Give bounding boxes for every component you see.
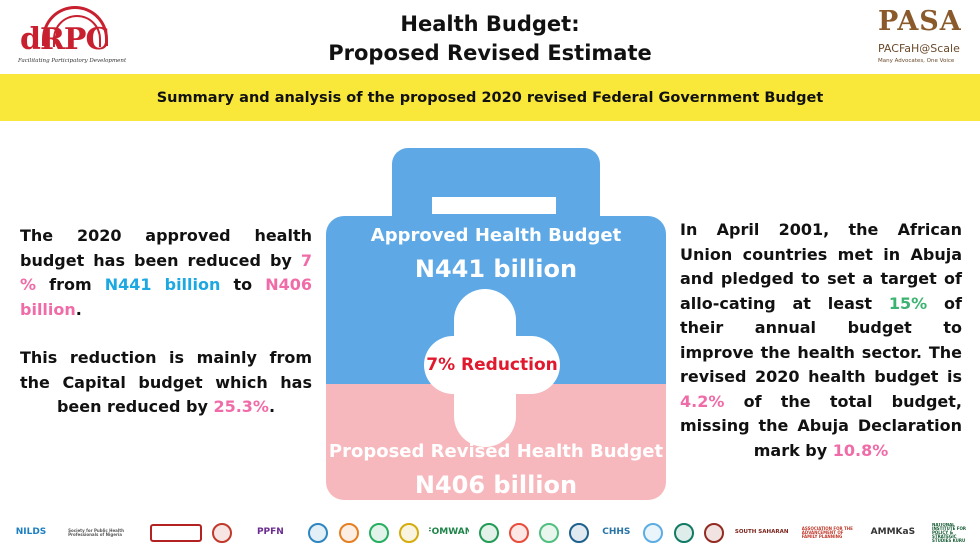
partner-logo-icon: [212, 523, 233, 543]
partner-logo-icon: NATIONAL INSTITUTE FOR POLICY & STRATEGI…: [931, 523, 966, 543]
capital-paragraph: This reduction is mainly from the Capita…: [20, 348, 312, 416]
abuja-paragraph: In April 2001, the African Union countri…: [680, 220, 962, 460]
partner-logo-icon: PPFN: [256, 527, 284, 538]
partner-logo-icon: [150, 524, 203, 542]
partner-logo-icon: [478, 523, 499, 543]
proposed-budget-amount: N406 billion: [414, 471, 578, 499]
proposed-budget-label: Proposed Revised Health Budget: [328, 441, 664, 462]
partner-logo-icon: NILDS: [15, 527, 47, 538]
partner-logo-icon: [338, 523, 359, 543]
pasa-logo: PASA PACFaH@Scale Many Advocates, One Vo…: [864, 6, 972, 72]
partner-logo-icon: CHHS: [602, 527, 631, 538]
partner-logo-icon: [703, 523, 724, 543]
partner-logo-icon: [368, 523, 389, 543]
drpc-logo: dRPC Facilitating Participatory Developm…: [14, 4, 127, 70]
left-summary: The 2020 approved health budget has been…: [20, 224, 312, 420]
pasa-logo-text: PASA: [878, 6, 962, 37]
pasa-logo-motto: Many Advocates, One Voice: [878, 58, 955, 64]
approved-amount-inline: N441 billion: [104, 275, 221, 294]
proposed-amount-inline: N406 billion: [20, 275, 313, 319]
drpc-logo-text: dRPC: [20, 22, 109, 57]
partner-logo-icon: [398, 523, 419, 543]
partner-logo-icon: [539, 523, 560, 543]
drpc-logo-tagline: Facilitating Participatory Development: [18, 58, 127, 64]
revised-share-percent: 4.2%: [680, 391, 725, 411]
reduction-label: 7% Reduction: [426, 355, 558, 375]
partner-logo-icon: SOUTH SAHARAN: [734, 529, 789, 536]
partner-logo-icon: [673, 523, 694, 543]
page-title: Health Budget: Proposed Revised Estimate: [250, 10, 730, 68]
approved-budget-amount: N441 billion: [414, 255, 578, 283]
partner-logo-icon: FOMWAN: [429, 527, 469, 538]
partner-logo-icon: ASSOCIATION FOR THE ADVANCEMENT OF FAMIL…: [801, 525, 853, 540]
summary-banner-text: Summary and analysis of the proposed 202…: [156, 89, 824, 106]
partner-logo-icon: Society for Public Health Professionals …: [68, 527, 124, 537]
partner-logos: NILDS Society for Public Health Professio…: [6, 518, 974, 548]
pasa-logo-tagline: PACFaH@Scale: [878, 42, 960, 55]
partner-logo-icon: AMMKaS: [870, 527, 916, 538]
reduction-paragraph: The 2020 approved health budget has been…: [20, 226, 313, 319]
page-title-line2: Proposed Revised Estimate: [328, 41, 652, 65]
partner-logo-icon: [308, 523, 329, 543]
kit-handle-slot: [432, 197, 556, 214]
abuja-target-percent: 15%: [888, 293, 928, 313]
partner-logo-icon: [509, 523, 530, 543]
medical-cross-bar: [424, 336, 560, 394]
partner-logo-icon: [643, 523, 664, 543]
summary-banner: Summary and analysis of the proposed 202…: [0, 74, 980, 121]
partner-logo-icon: [569, 523, 590, 543]
reduction-percent: 7 %: [20, 250, 312, 295]
abuja-gap-percent: 10.8%: [832, 440, 889, 460]
approved-budget-label: Approved Health Budget: [370, 225, 622, 246]
page-title-line1: Health Budget:: [400, 12, 580, 36]
abuja-declaration-text: In April 2001, the African Union countri…: [680, 218, 962, 463]
first-aid-kit-illustration: Approved Health Budget N441 billion 7% R…: [326, 148, 666, 500]
capital-reduction-percent: 25.3%: [213, 397, 269, 416]
